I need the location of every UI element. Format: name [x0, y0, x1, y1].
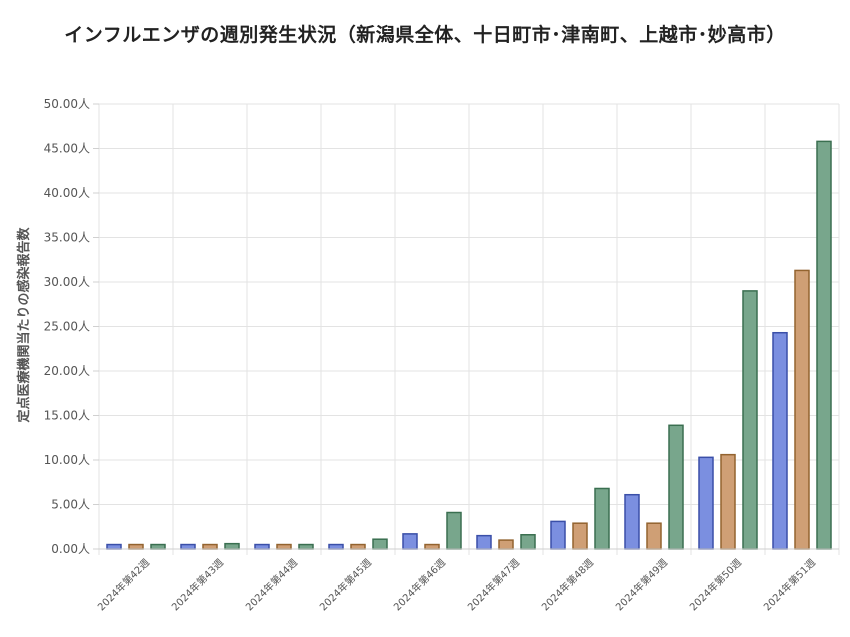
- bar-series1-4: [328, 543, 344, 550]
- x-tick-label: 2024年第42週: [95, 556, 152, 613]
- y-tick-label: 35.00人: [44, 231, 90, 245]
- bar-series3-6: [520, 534, 536, 550]
- y-axis-title: 定点医療機関当たりの感染報告数: [16, 227, 32, 424]
- y-tick-label: 0.00人: [51, 542, 90, 556]
- bar-series2-4: [350, 543, 366, 550]
- bar-series1-5: [402, 533, 418, 550]
- chart-title: インフルエンザの週別発生状況（新潟県全体、十日町市･津南町、上越市･妙高市）: [64, 24, 786, 46]
- bar-series3-4: [372, 538, 388, 550]
- y-tick-label: 15.00人: [44, 409, 90, 423]
- bar-series2-5: [424, 543, 440, 550]
- bar-series1-8: [624, 493, 640, 550]
- y-tick-label: 20.00人: [44, 364, 90, 378]
- x-tick-label: 2024年第44週: [243, 556, 300, 613]
- bar-series3-5: [446, 511, 462, 550]
- x-tick-label: 2024年第49週: [613, 556, 670, 613]
- y-tick-label: 40.00人: [44, 186, 90, 200]
- bar-series2-7: [572, 522, 588, 550]
- bar-series3-10: [816, 140, 832, 550]
- y-tick-label: 30.00人: [44, 275, 90, 289]
- bar-series2-3: [276, 543, 292, 550]
- y-tick-label: 5.00人: [51, 498, 90, 512]
- y-axis: 0.00人 5.00人 10.00人 15.00人 20.00人 25.00人 30.00人…: [44, 97, 99, 556]
- bar-series2-9: [720, 453, 736, 550]
- bars: [106, 140, 832, 550]
- bar-series3-9: [742, 290, 758, 550]
- bar-series3-7: [594, 487, 610, 550]
- bar-series2-1: [128, 543, 144, 550]
- bar-series2-8: [646, 522, 662, 550]
- x-axis: 2024年第42週 2024年第43週 2024年第44週 2024年第45週 2024…: [95, 548, 839, 613]
- x-tick-label: 2024年第48週: [539, 556, 596, 613]
- y-tick-label: 50.00人: [44, 97, 90, 111]
- bar-series2-2: [202, 543, 218, 550]
- y-tick-label: 45.00人: [44, 142, 90, 156]
- x-tick-label: 2024年第46週: [391, 556, 448, 613]
- bar-series1-9: [698, 456, 714, 550]
- bar-series1-3: [254, 543, 270, 550]
- x-tick-label: 2024年第47週: [465, 556, 522, 613]
- x-tick-label: 2024年第43週: [169, 556, 226, 613]
- y-tick-label: 10.00人: [44, 453, 90, 467]
- bar-series1-10: [772, 331, 788, 550]
- bar-series2-6: [498, 539, 514, 550]
- bar-series1-2: [180, 543, 196, 550]
- bar-series3-8: [668, 424, 684, 550]
- x-tick-label: 2024年第45週: [317, 556, 374, 613]
- gridlines: [98, 103, 840, 555]
- bar-series3-3: [298, 543, 314, 550]
- bar-series1-1: [106, 543, 122, 550]
- y-tick-label: 25.00人: [44, 320, 90, 334]
- bar-series1-6: [476, 534, 492, 550]
- bar-series2-10: [794, 269, 810, 550]
- bar-series1-7: [550, 520, 566, 550]
- bar-series3-2: [224, 542, 240, 550]
- x-tick-label: 2024年第51週: [761, 556, 818, 613]
- x-tick-label: 2024年第50週: [687, 556, 744, 613]
- bar-series3-1: [150, 543, 166, 550]
